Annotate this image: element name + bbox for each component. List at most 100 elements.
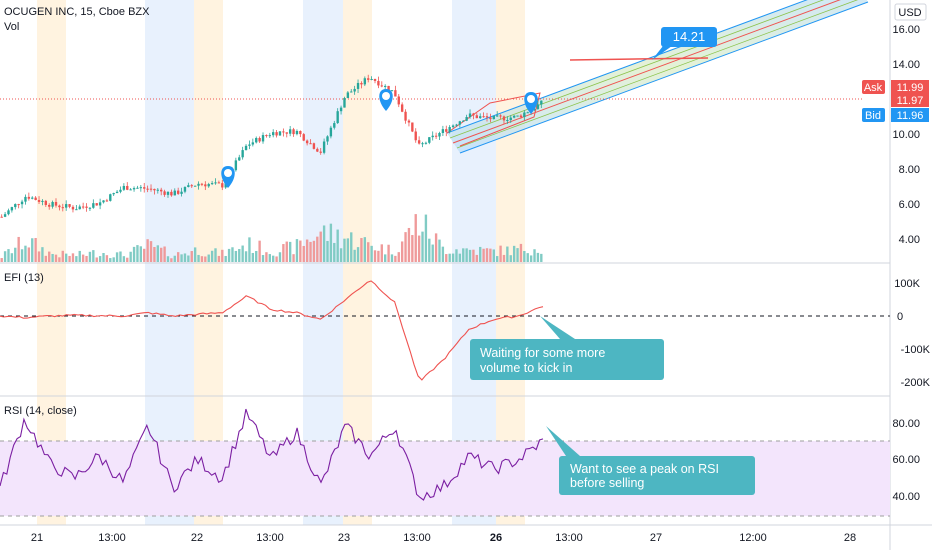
volume-bar (258, 240, 261, 262)
rsi-line[interactable] (0, 408, 544, 501)
volume-bar (512, 245, 516, 262)
volume-bar (472, 249, 475, 262)
volume-bar (411, 235, 414, 262)
candle-body (119, 189, 122, 192)
candle-body (193, 185, 197, 187)
candle-body (238, 157, 241, 161)
volume-bar (367, 242, 370, 262)
volume-bar (322, 225, 326, 262)
candle-body (356, 82, 360, 89)
candle-body (129, 189, 132, 191)
candle-body (414, 131, 417, 141)
efi-axis[interactable]: 100K 0 -100K -200K (894, 278, 930, 389)
ask-label (862, 80, 885, 94)
rsi-note-callout[interactable]: Want to see a peak on RSI before selling (546, 426, 755, 495)
candle-body (353, 88, 356, 92)
candle-body (339, 107, 343, 112)
volume-bar (373, 250, 377, 262)
time-axis[interactable]: 21 13:00 22 13:00 23 13:00 26 13:00 27 1… (31, 532, 856, 544)
candle-body (346, 92, 350, 99)
efi-note-callout[interactable]: Waiting for some more volume to kick in (470, 316, 664, 380)
volume-bar (0, 258, 3, 262)
volume-bar (81, 254, 85, 262)
candle-body (523, 112, 526, 118)
svg-text:26: 26 (490, 532, 502, 544)
candle-body (441, 129, 445, 134)
rsi-axis[interactable]: 80.00 60.00 40.00 (892, 418, 920, 503)
efi-line[interactable] (0, 280, 544, 381)
volume-bar (278, 252, 282, 262)
candle-body (451, 125, 455, 128)
volume-bar (183, 253, 187, 262)
candle-body (78, 206, 81, 210)
volume-bar (251, 252, 255, 262)
svg-text:Waiting for some more: Waiting for some more (480, 346, 605, 360)
volume-bar (282, 244, 285, 262)
volume-bar (502, 254, 506, 262)
candle-body (350, 91, 353, 93)
volume-bar (424, 214, 428, 262)
volume-bar (326, 240, 329, 262)
candle-body (305, 140, 309, 144)
candle-body (502, 116, 506, 121)
candle-body (421, 143, 424, 145)
candle-body (146, 188, 149, 190)
svg-text:0: 0 (897, 311, 903, 323)
svg-text:10.00: 10.00 (892, 129, 920, 141)
volume-bar (316, 236, 319, 262)
candle-body (3, 214, 7, 217)
price-axis[interactable]: USD 16.00 14.00 10.00 8.00 6.00 4.00 Ask… (862, 3, 929, 246)
efi-title: EFI (13) (4, 272, 44, 284)
candle-body (526, 112, 529, 114)
volume-bar (526, 253, 529, 262)
svg-text:4.00: 4.00 (899, 234, 920, 246)
marker-icon[interactable] (524, 92, 538, 114)
volume-bar (105, 255, 109, 262)
target-price-label[interactable]: 14.21 (652, 27, 717, 60)
candle-body (336, 111, 339, 124)
volume-bar (163, 246, 166, 262)
candle-body (200, 183, 204, 185)
candle-body (163, 191, 166, 195)
volume-bar (292, 254, 295, 262)
volume-bar (465, 248, 468, 262)
candle-body (363, 78, 367, 85)
candle-body (48, 204, 51, 207)
regression-channel[interactable] (446, 0, 869, 154)
target-line[interactable] (569, 57, 709, 61)
candle-body (492, 115, 495, 120)
candle-body (68, 204, 71, 207)
candle-body (64, 204, 68, 208)
candle-body (268, 135, 271, 137)
candle-body (31, 197, 34, 199)
volume-bar (458, 253, 462, 262)
volume-bar (305, 239, 309, 262)
volume-bar (394, 255, 397, 262)
candle-body (160, 189, 163, 192)
svg-text:13:00: 13:00 (555, 532, 583, 544)
volume-bar (428, 238, 431, 262)
volume-bar (333, 242, 336, 262)
candle-body (322, 141, 326, 153)
candle-body (343, 98, 346, 108)
candle-body (98, 202, 102, 206)
svg-text:60.00: 60.00 (892, 454, 920, 466)
marker-icon[interactable] (379, 89, 393, 111)
volume-bar (288, 241, 292, 262)
candle-body (71, 206, 75, 210)
candle-body (516, 115, 519, 117)
volume-bar (438, 239, 441, 262)
marker-icon[interactable] (221, 166, 235, 188)
volume-bar (360, 238, 363, 262)
volume-bar (44, 255, 48, 262)
candle-body (411, 122, 414, 132)
svg-text:before selling: before selling (570, 476, 644, 490)
candle-body (244, 145, 248, 151)
volume-bar (14, 247, 17, 262)
candle-body (479, 116, 482, 119)
candle-body (105, 200, 109, 202)
candle-body (34, 197, 37, 201)
volume-bar (536, 252, 540, 262)
volume-bar (139, 246, 143, 262)
